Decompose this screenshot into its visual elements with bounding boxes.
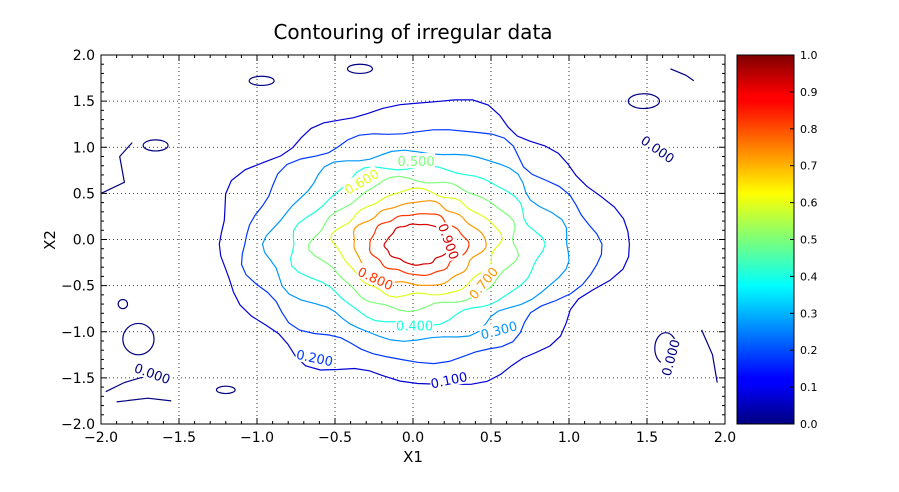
contour-lines (101, 63, 718, 403)
contour-label-group: 0.000 (132, 359, 174, 388)
contour-label-bg (435, 220, 463, 262)
y-tick-label: −1.5 (61, 371, 95, 387)
contour-label-group: 0.000 (657, 337, 684, 378)
contour-label-bg (355, 262, 397, 293)
colorbar-tick-label: 0.8 (800, 123, 818, 136)
colorbar-tick-label: 0.9 (800, 86, 818, 99)
x-tick-label: 1.0 (558, 430, 580, 446)
colorbar-tick-label: 0.4 (800, 270, 818, 283)
contour-label-bg (294, 345, 335, 369)
x-tick-label: −0.5 (318, 430, 352, 446)
contour-zero-island (142, 139, 169, 152)
contour-zero-fragment (116, 397, 172, 403)
y-tick-label: 2.0 (73, 48, 95, 64)
y-tick-label: 1.5 (73, 94, 95, 110)
contour-level-0.800 (368, 213, 470, 277)
contour-label-group: 0.100 (428, 367, 469, 392)
contour-label-group: 0.000 (637, 131, 679, 168)
colorbar (736, 54, 795, 425)
contour-level-0.900 (383, 223, 452, 266)
x-tick-label: −1.5 (162, 430, 196, 446)
contour-label-group: 0.500 (397, 153, 436, 170)
contour-label: 0.400 (396, 319, 433, 334)
y-tick-label: 1.0 (73, 140, 95, 156)
x-axis-ticks: −2.0 −1.5 −1.0 −0.5 0.0 0.5 1.0 1.5 2.0 (84, 55, 736, 446)
x-axis-label: X1 (403, 448, 423, 466)
contour-label-bg (428, 367, 469, 391)
colorbar-tick-label: 0.7 (800, 160, 818, 173)
contour-level-0.700 (352, 200, 487, 287)
x-tick-label: 0.0 (402, 430, 424, 446)
y-tick-label: −2.0 (61, 417, 95, 433)
x-tick-label: 2.0 (714, 430, 736, 446)
contour-labels: 0.000 0.000 0.000 0.100 0.200 0.300 0.400 0.500… (132, 131, 684, 392)
y-axis-label: X2 (41, 230, 59, 250)
contour-label-bg (638, 131, 679, 166)
contour-level-0.100 (218, 99, 630, 386)
contour-label-group: 0.800 (355, 262, 397, 294)
contour-level-0.200 (240, 129, 603, 365)
colorbar-tick-label: 0.3 (800, 307, 818, 320)
colorbar-tick-label: 1.0 (800, 49, 818, 62)
colorbar-tick-label: 0.6 (800, 197, 818, 210)
contour-level-0.400 (289, 165, 546, 327)
contour-label: 0.200 (295, 348, 335, 370)
contour-label-bg (478, 317, 519, 342)
x-tick-label: −1.0 (240, 430, 274, 446)
colorbar-tick-label: 0.0 (800, 418, 818, 431)
y-tick-label: 0.0 (73, 233, 95, 249)
contour-label: 0.100 (429, 370, 469, 392)
contour-label: 0.300 (479, 319, 519, 343)
contour-label-group: 0.700 (464, 263, 502, 303)
contour-zero-fragment (670, 68, 695, 82)
contour-level-0.500 (308, 175, 520, 313)
chart-title: Contouring of irregular data (273, 20, 552, 44)
contour-label: 0.000 (637, 134, 676, 168)
colorbar-ticks: 0.0 0.1 0.2 0.3 0.4 0.5 0.6 0.7 0.8 0.9 1.0 (790, 49, 818, 431)
contour-label-group: 0.400 (395, 317, 434, 334)
y-axis-ticks: −2.0 −1.5 −1.0 −0.5 0.0 0.5 1.0 1.5 2.0 (61, 48, 725, 433)
contour-zero-fragment (701, 329, 718, 383)
contour-label-bg (397, 153, 436, 169)
contour-label: 0.000 (660, 338, 684, 378)
contour-label-group: 0.300 (478, 317, 519, 343)
contour-zero-island (122, 322, 155, 356)
contour-label-group: 0.900 (434, 220, 463, 262)
colorbar-tick-label: 0.5 (800, 234, 818, 247)
contour-label-bg (341, 164, 382, 197)
contour-label: 0.600 (342, 167, 382, 199)
x-tick-label: −2.0 (84, 430, 118, 446)
colorbar-tick-label: 0.2 (800, 344, 818, 357)
y-tick-label: −0.5 (61, 279, 95, 295)
contour-zero-fragment (101, 142, 133, 194)
contour-zero-island (627, 93, 661, 110)
contour-label-bg (132, 359, 174, 387)
contour-label: 0.500 (397, 155, 434, 170)
contour-label-bg (464, 263, 501, 302)
contour-label-bg (395, 317, 434, 333)
y-tick-label: −1.0 (61, 325, 95, 341)
contour-label-bg (657, 337, 683, 378)
y-tick-label: 0.5 (73, 186, 95, 202)
x-tick-label: 1.5 (636, 430, 658, 446)
contour-zero-island (346, 63, 374, 75)
contour-level-0.600 (330, 187, 503, 298)
contour-zero-island (215, 385, 236, 395)
contour-label-group: 0.200 (294, 345, 335, 370)
contour-zero-island (117, 298, 129, 310)
colorbar-tick-label: 0.1 (800, 381, 818, 394)
grid-lines (101, 55, 725, 424)
contour-level-0.300 (261, 149, 570, 342)
x-tick-label: 0.5 (480, 430, 502, 446)
contour-zero-island (248, 75, 275, 87)
